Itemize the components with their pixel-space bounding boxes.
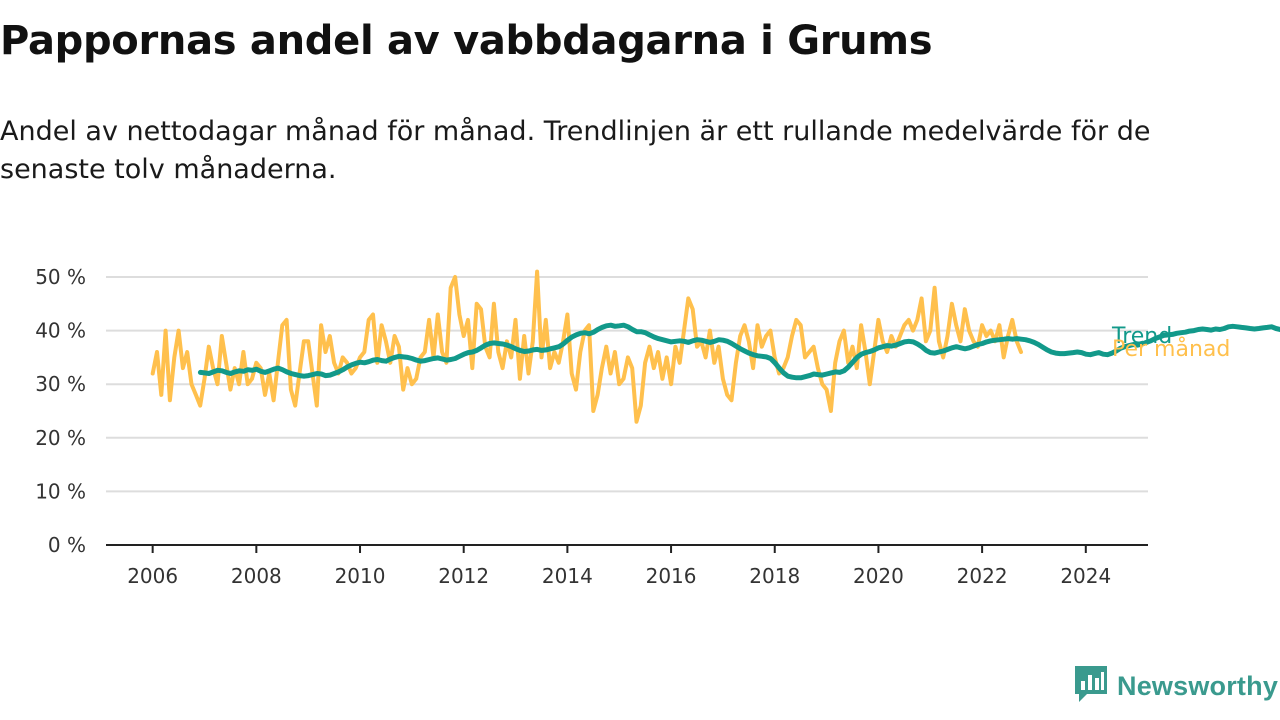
series-layer [150, 269, 1280, 424]
y-tick-label: 10 % [35, 479, 86, 503]
x-tick-label: 2018 [749, 564, 800, 588]
y-tick-label: 40 % [35, 319, 86, 343]
x-axis-ticks [151, 545, 1087, 553]
y-tick-label: 0 % [48, 533, 86, 557]
x-tick-label: 2020 [853, 564, 904, 588]
trend-series-label: Trend [1111, 324, 1172, 349]
chart-subtitle: Andel av nettodagar månad för månad. Tre… [0, 116, 1151, 185]
x-tick-label: 2012 [438, 564, 489, 588]
brand-name: Newsworthy [1117, 670, 1279, 701]
x-tick-label: 2024 [1060, 564, 1111, 588]
chart-title: Pappornas andel av vabbdagarna i Grums [0, 18, 933, 64]
x-tick-label: 2022 [957, 564, 1008, 588]
trend-series-line [197, 322, 1280, 381]
grid-layer [106, 276, 1148, 493]
x-tick-label: 2014 [542, 564, 593, 588]
x-tick-label: 2006 [127, 564, 178, 588]
y-tick-label: 30 % [35, 372, 86, 396]
newsworthy-logo-icon [1073, 664, 1109, 708]
x-tick-label: 2010 [335, 564, 386, 588]
monthly-series-label: Per månad [1112, 336, 1230, 362]
x-axis-labels: 2006 2008 2010 2012 2014 2016 2018 2020 2022 2024 [127, 564, 1111, 588]
x-tick-label: 2008 [231, 564, 282, 588]
brand-logo: Newsworthy [1073, 666, 1278, 706]
y-axis-labels: 0 % 10 % 20 % 30 % 40 % 50 % [35, 265, 86, 557]
monthly-series-line [150, 269, 1023, 424]
y-tick-label: 50 % [35, 265, 86, 289]
y-tick-label: 20 % [35, 426, 86, 450]
x-tick-label: 2016 [646, 564, 697, 588]
